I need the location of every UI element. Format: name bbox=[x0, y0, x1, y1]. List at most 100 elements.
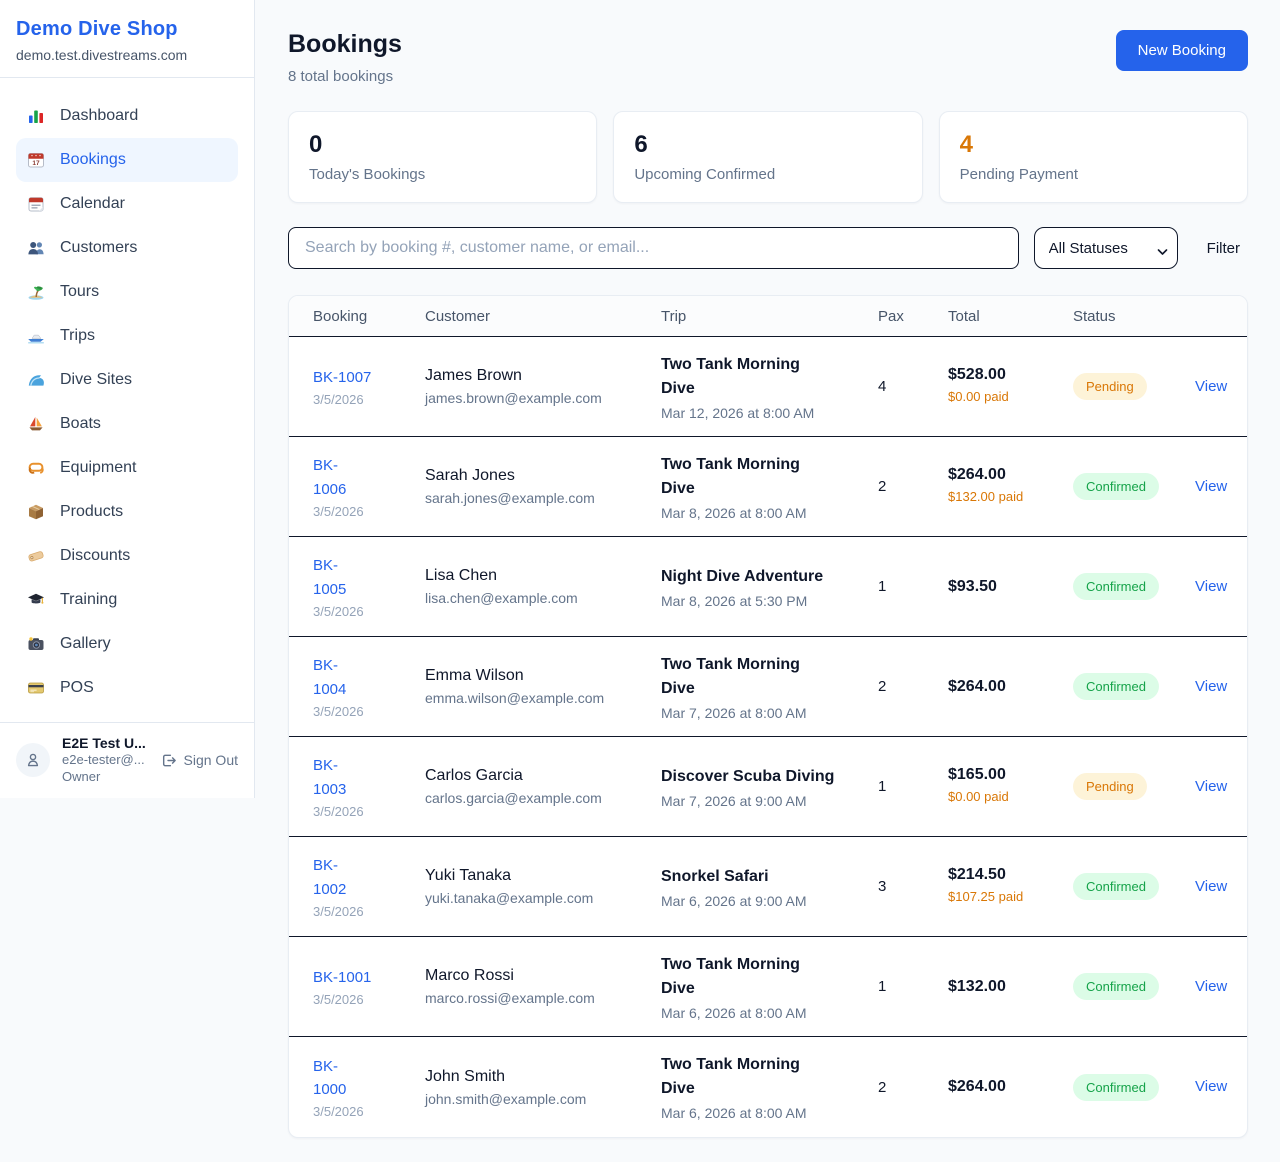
stat-card-todays-bookings: 0 Today's Bookings bbox=[288, 111, 598, 203]
customer-name: Emma Wilson bbox=[425, 667, 524, 684]
booking-id-link[interactable]: BK-1007 bbox=[313, 368, 372, 386]
search-input[interactable] bbox=[288, 227, 1019, 269]
customer-email: john.smith@example.com bbox=[425, 1090, 587, 1107]
booking-id-link[interactable]: BK- 1006 bbox=[313, 457, 347, 498]
column-header-trip: Trip bbox=[661, 307, 687, 325]
sidebar-item-boats[interactable]: Boats bbox=[16, 402, 238, 446]
sidebar-item-label: Tours bbox=[60, 283, 100, 300]
logout-icon bbox=[160, 752, 177, 769]
status-badge: Confirmed bbox=[1073, 1073, 1159, 1101]
status-badge: Confirmed bbox=[1073, 973, 1159, 1000]
user-info: E2E Test U... e2e-tester@... Owner bbox=[62, 735, 148, 786]
avatar bbox=[16, 743, 50, 778]
filter-button[interactable]: Filter bbox=[1199, 240, 1248, 257]
sidebar-item-label: Discounts bbox=[60, 547, 131, 564]
customer-email: lisa.chen@example.com bbox=[425, 590, 578, 606]
sidebar-item-customers[interactable]: Customers bbox=[16, 226, 238, 270]
sidebar-item-gallery[interactable]: Gallery bbox=[16, 622, 238, 666]
booking-date: 3/5/2026 bbox=[313, 903, 364, 919]
trip-datetime: Mar 12, 2026 at 8:00 AM bbox=[661, 404, 815, 421]
sidebar-item-label: Gallery bbox=[60, 635, 111, 652]
sidebar-item-dashboard[interactable]: Dashboard bbox=[16, 94, 238, 138]
stat-label: Today's Bookings bbox=[309, 166, 426, 183]
booking-date: 3/5/2026 bbox=[313, 392, 364, 408]
trip-name: Two Tank Morning Dive bbox=[661, 1056, 800, 1097]
sidebar-item-trips[interactable]: Trips bbox=[16, 314, 238, 358]
person-icon bbox=[27, 754, 39, 767]
island-icon bbox=[26, 282, 46, 302]
customer-name: Yuki Tanaka bbox=[425, 867, 511, 884]
status-badge: Pending bbox=[1073, 373, 1147, 400]
sidebar-item-label: Boats bbox=[60, 415, 101, 432]
booking-id-link[interactable]: BK- 1002 bbox=[313, 857, 347, 898]
sidebar-item-label: Equipment bbox=[60, 459, 137, 476]
bar-chart-icon bbox=[26, 106, 46, 126]
sidebar-item-calendar[interactable]: Calendar bbox=[16, 182, 238, 226]
pax-value: 2 bbox=[878, 678, 887, 695]
sidebar-item-label: POS bbox=[60, 679, 94, 696]
booking-date: 3/5/2026 bbox=[313, 992, 364, 1008]
main-content: Bookings 8 total bookings New Booking 0 … bbox=[255, 0, 1280, 1138]
sidebar-item-label: Bookings bbox=[60, 151, 126, 168]
booking-id-link[interactable]: BK- 1005 bbox=[313, 557, 347, 598]
view-link[interactable]: View bbox=[1195, 977, 1228, 995]
people-icon bbox=[26, 238, 46, 258]
sidebar-item-label: Products bbox=[60, 503, 124, 520]
dive-mask-icon bbox=[26, 458, 46, 478]
customer-name: James Brown bbox=[425, 367, 522, 384]
sign-out-button[interactable]: Sign Out bbox=[160, 752, 238, 769]
paid-amount: $0.00 paid bbox=[948, 789, 1009, 805]
sidebar-item-tours[interactable]: Tours bbox=[16, 270, 238, 314]
tag-icon bbox=[26, 546, 46, 566]
customer-email: marco.rossi@example.com bbox=[425, 990, 595, 1006]
stat-card-pending-payment: 4 Pending Payment bbox=[938, 111, 1248, 203]
view-link[interactable]: View bbox=[1195, 577, 1228, 595]
booking-id-link[interactable]: BK- 1004 bbox=[313, 657, 347, 698]
sidebar-item-discounts[interactable]: Discounts bbox=[16, 534, 238, 578]
pax-value: 2 bbox=[878, 478, 887, 495]
sidebar-item-pos[interactable]: POS bbox=[16, 666, 238, 710]
paid-amount: $132.00 paid bbox=[948, 489, 1024, 505]
view-link[interactable]: View bbox=[1195, 377, 1228, 395]
view-link[interactable]: View bbox=[1195, 777, 1228, 795]
status-filter-select[interactable]: All Statuses bbox=[1033, 227, 1178, 269]
total-amount: $264.00 bbox=[948, 677, 1006, 695]
table-row: BK- 1006 3/5/2026 Sarah Jones sarah.jones@… bbox=[289, 437, 1247, 537]
sidebar-item-bookings[interactable]: 17 Bookings bbox=[16, 138, 238, 182]
table-row: BK- 1003 3/5/2026 Carlos Garcia carlos.gar… bbox=[289, 737, 1247, 837]
customer-name: Carlos Garcia bbox=[425, 767, 523, 784]
pax-value: 1 bbox=[878, 578, 887, 595]
total-amount: $214.50 bbox=[948, 866, 1006, 884]
sidebar-item-training[interactable]: Training bbox=[16, 578, 238, 622]
view-link[interactable]: View bbox=[1195, 877, 1228, 895]
shop-domain: demo.test.divestreams.com bbox=[16, 47, 188, 63]
sidebar-item-products[interactable]: Products bbox=[16, 490, 238, 534]
booking-date: 3/5/2026 bbox=[313, 603, 364, 619]
view-link[interactable]: View bbox=[1195, 1078, 1228, 1095]
trip-name: Night Dive Adventure bbox=[661, 567, 824, 585]
paid-amount: $0.00 paid bbox=[948, 389, 1009, 405]
view-link[interactable]: View bbox=[1195, 477, 1228, 495]
booking-id-link[interactable]: BK- 1003 bbox=[313, 757, 347, 798]
total-amount: $264.00 bbox=[948, 466, 1006, 484]
table-row: BK- 1002 3/5/2026 Yuki Tanaka yuki.tanaka@… bbox=[289, 837, 1247, 937]
sidebar-item-equipment[interactable]: Equipment bbox=[16, 446, 238, 490]
pax-value: 4 bbox=[878, 378, 887, 395]
booking-id-link[interactable]: BK- 1000 bbox=[313, 1057, 347, 1098]
view-link[interactable]: View bbox=[1195, 677, 1228, 695]
booking-id-link[interactable]: BK-1001 bbox=[313, 968, 372, 986]
column-header-booking: Booking bbox=[313, 307, 368, 325]
stat-value: 0 bbox=[309, 131, 323, 158]
trip-datetime: Mar 6, 2026 at 9:00 AM bbox=[661, 892, 807, 909]
filter-row: All Statuses Filter bbox=[288, 227, 1248, 269]
customer-name: Marco Rossi bbox=[425, 967, 514, 984]
sign-out-label: Sign Out bbox=[183, 752, 238, 769]
credit-card-icon bbox=[26, 678, 46, 698]
customer-name: John Smith bbox=[425, 1067, 506, 1085]
table-header-row: Booking Customer Trip Pax Total Status bbox=[289, 296, 1247, 337]
sidebar-item-dive-sites[interactable]: Dive Sites bbox=[16, 358, 238, 402]
status-badge: Confirmed bbox=[1073, 673, 1159, 700]
customer-name: Sarah Jones bbox=[425, 467, 515, 484]
new-booking-button[interactable]: New Booking bbox=[1115, 30, 1248, 71]
